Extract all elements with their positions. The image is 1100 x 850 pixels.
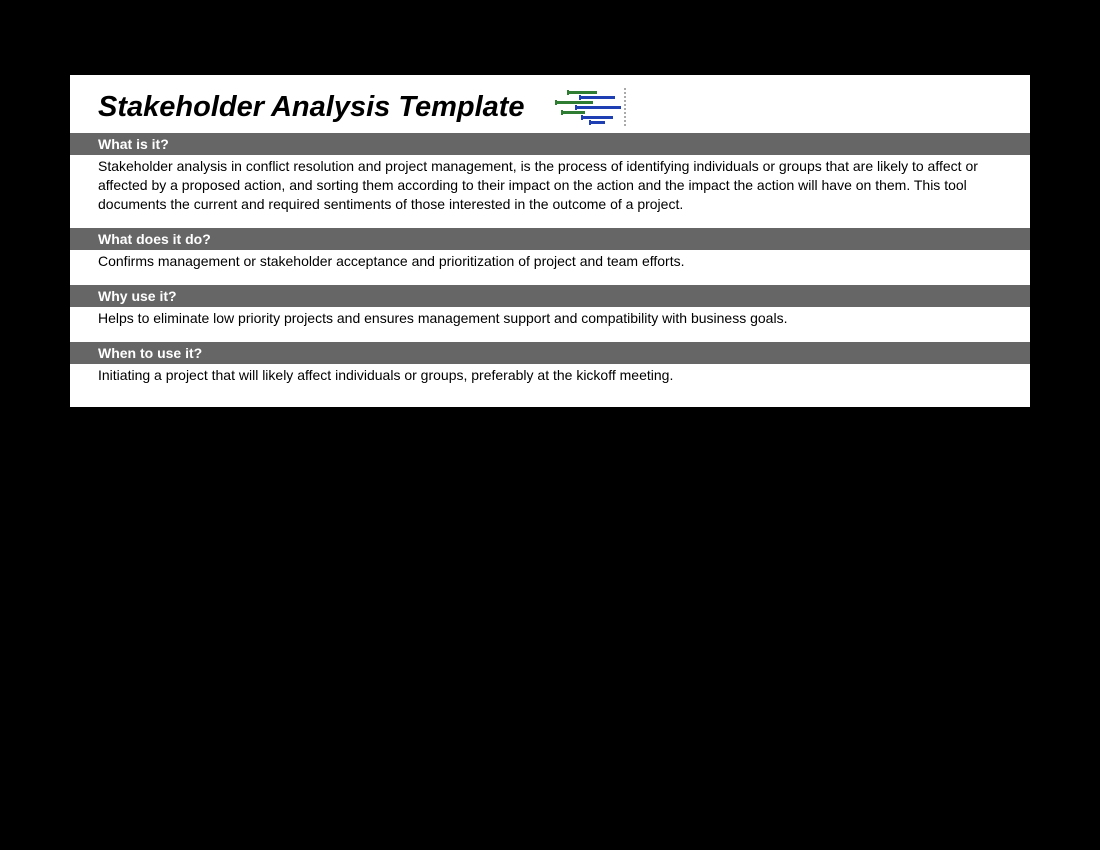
section-why-use-it: Why use it? Helps to eliminate low prior… [70,285,1030,342]
section-body: Stakeholder analysis in conflict resolut… [70,155,1030,228]
section-header: Why use it? [70,285,1030,307]
section-what-is-it: What is it? Stakeholder analysis in conf… [70,133,1030,228]
document-panel: Stakeholder Analysis Template What is it… [70,75,1030,407]
page-title: Stakeholder Analysis Template [98,91,547,124]
header-row: Stakeholder Analysis Template [70,87,1030,133]
section-body: Initiating a project that will likely af… [70,364,1030,391]
bar-glyph-icon [547,87,632,127]
section-what-does-it-do: What does it do? Confirms management or … [70,228,1030,285]
section-body: Confirms management or stakeholder accep… [70,250,1030,285]
section-header: What is it? [70,133,1030,155]
section-header: What does it do? [70,228,1030,250]
section-when-to-use-it: When to use it? Initiating a project tha… [70,342,1030,391]
section-header: When to use it? [70,342,1030,364]
section-body: Helps to eliminate low priority projects… [70,307,1030,342]
